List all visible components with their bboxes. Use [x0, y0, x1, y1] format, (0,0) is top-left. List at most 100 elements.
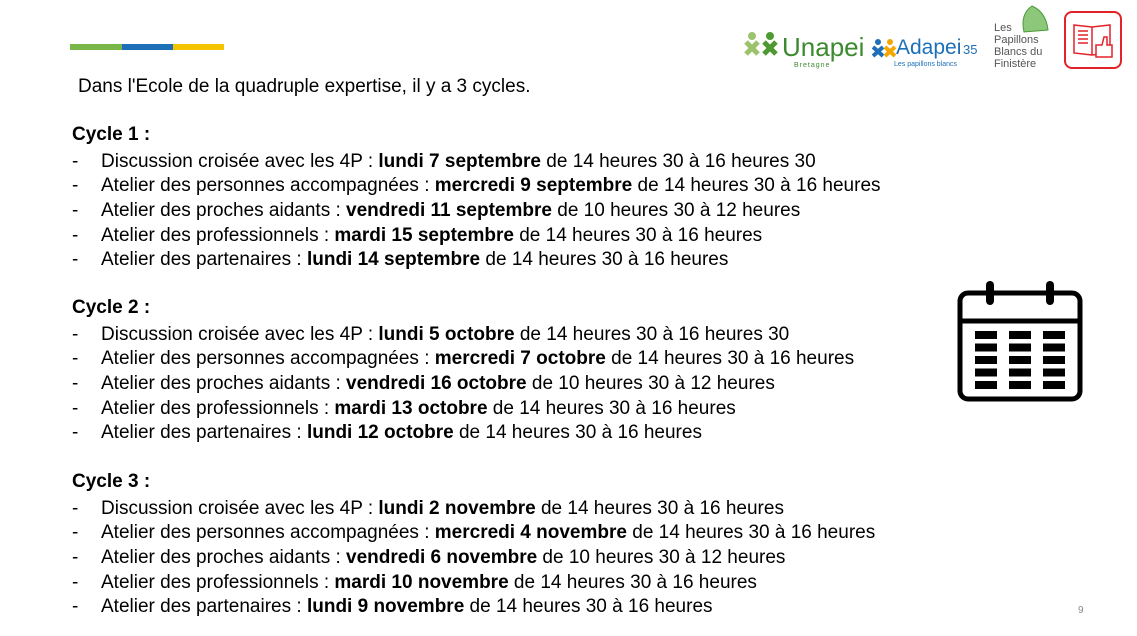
- list-item: - Discussion croisée avec les 4P : lundi …: [72, 497, 784, 522]
- calendar-cell: [1043, 381, 1065, 389]
- item-time: de 14 heures 30 à 16 heures 30: [514, 323, 790, 345]
- calendar-cell: [975, 343, 997, 352]
- list-item: - Atelier des professionnels : mardi 13 o…: [72, 397, 736, 422]
- calendar-cell: [1009, 368, 1031, 377]
- item-text: Atelier des proches aidants : vendredi 1…: [101, 372, 775, 397]
- butterfly-icon: [1022, 5, 1049, 33]
- item-date: vendredi 11 septembre: [346, 200, 552, 222]
- bullet-dash: -: [72, 175, 79, 197]
- item-time: de 14 heures 30 à 16 heures: [626, 522, 876, 544]
- stripe-yellow: [173, 44, 224, 50]
- page-number: 9: [1078, 605, 1084, 616]
- unapei-name: Unapei: [782, 32, 865, 62]
- item-text: Atelier des partenaires : lundi 9 novemb…: [101, 595, 713, 620]
- item-text: Atelier des professionnels : mardi 10 no…: [101, 571, 757, 596]
- list-item: - Discussion croisée avec les 4P : lundi …: [72, 150, 816, 175]
- bullet-dash: -: [72, 547, 79, 569]
- list-item: - Atelier des partenaires : lundi 14 sept…: [72, 248, 728, 273]
- list-item: - Atelier des partenaires : lundi 12 octo…: [72, 421, 702, 446]
- adapei-sub: Les papillons blancs: [894, 61, 958, 68]
- cycle-title: Cycle 3 :: [72, 471, 151, 492]
- item-label: Atelier des personnes accompagnées :: [101, 175, 435, 197]
- item-date: mercredi 9 septembre: [434, 175, 633, 197]
- calendar-cell: [1043, 368, 1065, 377]
- bullet-dash: -: [72, 571, 79, 593]
- bullet-dash: -: [72, 422, 79, 444]
- stripe-blue: [122, 44, 173, 50]
- bullet-dash: -: [72, 224, 79, 246]
- item-date: lundi 14 septembre: [306, 249, 481, 271]
- bullet-dash: -: [72, 522, 79, 544]
- calendar-cell: [975, 331, 997, 339]
- item-label: Atelier des proches aidants :: [101, 373, 347, 395]
- item-label: Atelier des partenaires :: [101, 422, 307, 444]
- item-date: vendredi 16 octobre: [346, 373, 527, 395]
- item-text: Atelier des personnes accompagnées : mer…: [101, 521, 875, 546]
- list-item: - Discussion croisée avec les 4P : lundi …: [72, 323, 789, 348]
- item-time: de 14 heures 30 à 16 heures: [508, 571, 757, 593]
- calendar-cell: [1009, 343, 1031, 352]
- item-time: de 10 heures 30 à 12 heures: [526, 373, 775, 395]
- calendar-cell: [1043, 356, 1065, 364]
- item-time: de 14 heures 30 à 16 heures: [535, 497, 784, 519]
- calendar-cell: [1009, 356, 1031, 364]
- item-time: de 14 heures 30 à 16 heures: [453, 422, 702, 444]
- item-label: Atelier des partenaires :: [101, 596, 307, 618]
- item-label: Atelier des professionnels :: [101, 397, 335, 419]
- item-date: lundi 12 octobre: [306, 422, 454, 444]
- item-date: mercredi 4 novembre: [434, 522, 627, 544]
- item-label: Atelier des personnes accompagnées :: [101, 348, 435, 370]
- item-text: Discussion croisée avec les 4P : lundi 7…: [101, 150, 816, 175]
- calendar-cell: [1009, 331, 1031, 339]
- calendar-cell: [975, 356, 997, 364]
- cycle-section: Cycle 1 : - Discussion croisée avec les 4P…: [72, 123, 881, 273]
- item-date: lundi 5 octobre: [378, 323, 515, 345]
- item-text: Atelier des partenaires : lundi 12 octob…: [101, 421, 702, 446]
- calendar-cell: [975, 368, 997, 377]
- calendar-cell: [1043, 331, 1065, 339]
- list-item: - Atelier des personnes accompagnées : me…: [72, 521, 875, 546]
- list-item: - Atelier des partenaires : lundi 9 novem…: [72, 595, 713, 620]
- bullet-dash: -: [72, 373, 79, 395]
- item-time: de 14 heures 30 à 16 heures: [480, 249, 729, 271]
- unapei-logo: Unapei Bretagne: [744, 30, 864, 69]
- item-text: Atelier des personnes accompagnées : mer…: [101, 347, 854, 372]
- item-date: mercredi 7 octobre: [434, 348, 606, 370]
- calendar-icon: [957, 281, 1083, 402]
- item-time: de 14 heures 30 à 16 heures: [464, 596, 713, 618]
- unapei-people-icon: [744, 32, 778, 56]
- list-item: - Atelier des personnes accompagnées : me…: [72, 174, 881, 199]
- list-item: - Atelier des personnes accompagnées : me…: [72, 347, 854, 372]
- item-date: vendredi 6 novembre: [346, 547, 538, 569]
- list-item: - Atelier des professionnels : mardi 15 s…: [72, 224, 762, 249]
- papillons-text: Les Papillons Blancs du Finistère: [994, 22, 1043, 70]
- item-date: mardi 13 octobre: [334, 397, 488, 419]
- list-item: - Atelier des proches aidants : vendredi …: [72, 546, 785, 571]
- item-text: Atelier des professionnels : mardi 15 se…: [101, 224, 762, 249]
- easy-read-logo: [1064, 11, 1122, 69]
- bullet-dash: -: [72, 150, 79, 172]
- bullet-dash: -: [72, 497, 79, 519]
- calendar-cell: [975, 381, 997, 389]
- item-label: Discussion croisée avec les 4P :: [101, 497, 379, 519]
- calendar-cell: [1043, 343, 1065, 352]
- unapei-sub: Bretagne: [794, 62, 831, 69]
- list-item: - Atelier des proches aidants : vendredi …: [72, 199, 800, 224]
- item-text: Discussion croisée avec les 4P : lundi 5…: [101, 323, 789, 348]
- bullet-dash: -: [72, 348, 79, 370]
- bullet-dash: -: [72, 397, 79, 419]
- bullet-dash: -: [72, 596, 79, 618]
- cycle-section: Cycle 3 : - Discussion croisée avec les 4P…: [72, 470, 875, 620]
- item-time: de 10 heures 30 à 12 heures: [537, 547, 786, 569]
- item-date: lundi 7 septembre: [378, 150, 541, 172]
- bullet-dash: -: [72, 249, 79, 271]
- item-text: Discussion croisée avec les 4P : lundi 2…: [101, 497, 784, 522]
- cycle-title: Cycle 2 :: [72, 297, 151, 318]
- item-date: mardi 10 novembre: [334, 571, 509, 593]
- list-item: - Atelier des proches aidants : vendredi …: [72, 372, 775, 397]
- intro-text: Dans l'Ecole de la quadruple expertise, …: [78, 76, 531, 97]
- item-label: Atelier des personnes accompagnées :: [101, 522, 435, 544]
- item-time: de 14 heures 30 à 16 heures: [487, 397, 736, 419]
- adapei-logo: Adapei 35 Les papillons blancs: [871, 36, 977, 68]
- item-date: mardi 15 septembre: [334, 224, 514, 246]
